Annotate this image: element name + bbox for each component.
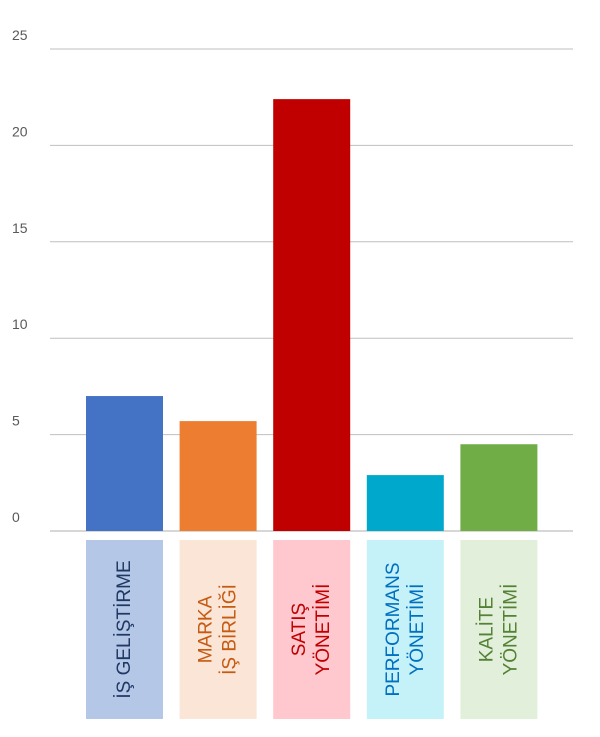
- bar: [86, 396, 163, 531]
- y-tick-label: 20: [12, 123, 28, 139]
- category-label-box: [460, 540, 538, 719]
- category-label-box: [86, 540, 163, 719]
- bar: [179, 421, 257, 531]
- category-label: SATIŞ: [289, 603, 310, 657]
- bars: [86, 99, 538, 532]
- category-label: PERFORMANS: [383, 562, 404, 696]
- category-label-box: [273, 540, 351, 719]
- category-label: İŞ BİRLİĞİ: [219, 584, 241, 675]
- bar: [273, 99, 351, 532]
- category-labels: İŞ GELİŞTİRME MARKA İŞ BİRLİĞİ SATIŞ YÖNETİM…: [86, 540, 538, 719]
- category-label: KALİTE: [476, 597, 497, 662]
- y-tick-label: 5: [12, 413, 20, 429]
- category-label: MARKA: [196, 595, 217, 663]
- category-label-box: [179, 540, 257, 719]
- category-label-box: [366, 540, 444, 719]
- bar: [366, 475, 444, 531]
- category-label: YÖNETİMİ: [407, 584, 428, 676]
- y-tick-label: 10: [12, 316, 28, 332]
- category-label: YÖNETİMİ: [313, 584, 334, 676]
- y-tick-label: 25: [12, 27, 28, 43]
- y-axis-ticks: 0 5 10 15 20 25: [12, 27, 28, 525]
- bar: [460, 444, 538, 531]
- y-tick-label: 0: [12, 509, 20, 525]
- category-label: YÖNETİMİ: [500, 584, 521, 676]
- y-tick-label: 15: [12, 220, 28, 236]
- category-label: İŞ GELİŞTİRME: [114, 560, 135, 698]
